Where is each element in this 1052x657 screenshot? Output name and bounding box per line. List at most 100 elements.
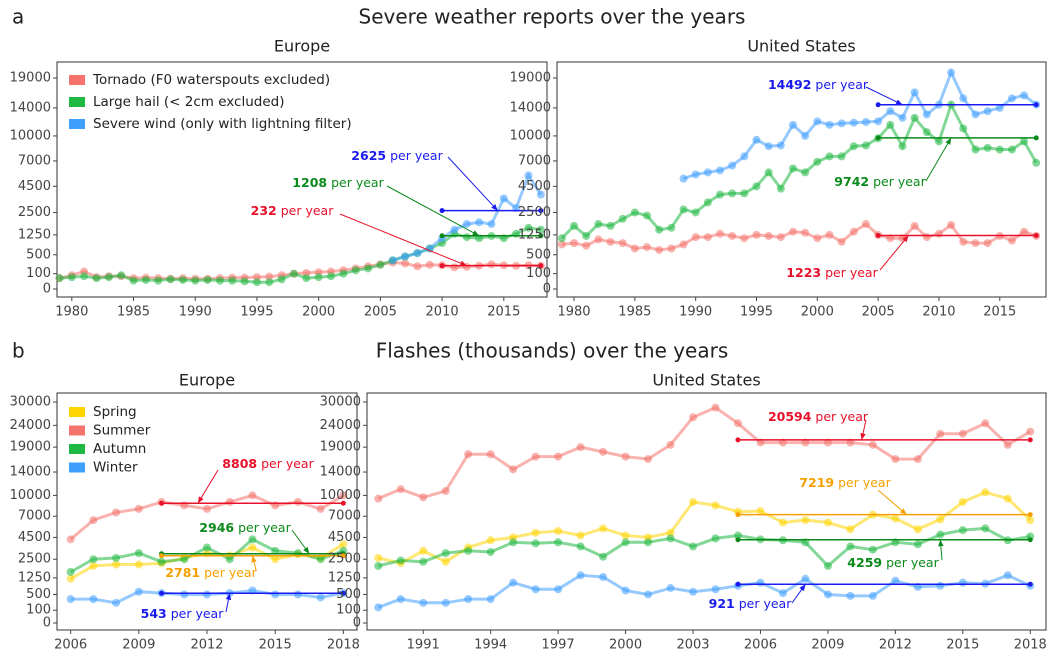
mean-label: 1208 per year xyxy=(292,175,384,190)
y-tick-label: 100 xyxy=(526,266,551,281)
data-point xyxy=(1026,427,1035,436)
y-tick-label: 1250 xyxy=(518,227,551,242)
data-point xyxy=(981,488,990,497)
data-point xyxy=(621,452,630,461)
legend-swatch xyxy=(69,462,85,473)
data-point xyxy=(112,598,121,607)
y-tick-label: 100 xyxy=(336,603,361,618)
y-tick-label: 10000 xyxy=(10,488,51,503)
data-point xyxy=(788,120,797,129)
data-point xyxy=(536,225,545,234)
data-point xyxy=(801,168,810,177)
mean-text: per year xyxy=(825,265,878,280)
mean-label: 2946 per year xyxy=(199,520,291,535)
data-point xyxy=(778,518,787,527)
mean-label: 2781 per year xyxy=(165,565,257,580)
data-point xyxy=(846,525,855,534)
data-point xyxy=(643,211,652,220)
y-tick-label: 19000 xyxy=(510,71,551,86)
data-point xyxy=(450,225,459,234)
data-point xyxy=(689,542,698,551)
mean-label: 8808 per year xyxy=(222,456,314,471)
data-point xyxy=(462,233,471,242)
data-point xyxy=(1003,571,1012,580)
data-point xyxy=(374,603,383,612)
data-point xyxy=(733,419,742,428)
data-point xyxy=(740,152,749,161)
mean-end xyxy=(538,263,544,269)
data-point xyxy=(936,515,945,524)
mean-label: 1223 per year xyxy=(786,265,878,280)
data-point xyxy=(271,546,280,555)
mean-value: 14492 xyxy=(768,77,812,92)
data-point xyxy=(981,524,990,533)
data-point xyxy=(740,234,749,243)
data-point xyxy=(339,269,348,278)
data-point xyxy=(958,578,967,587)
data-point xyxy=(509,465,518,474)
data-point xyxy=(178,275,187,284)
data-point xyxy=(689,497,698,506)
mean-end xyxy=(340,590,346,596)
data-point xyxy=(983,239,992,248)
mean-end xyxy=(439,233,445,239)
data-point xyxy=(191,276,200,285)
data-point xyxy=(66,567,75,576)
data-point xyxy=(316,504,325,513)
data-point xyxy=(958,526,967,535)
data-point xyxy=(983,143,992,152)
data-point xyxy=(936,530,945,539)
data-point xyxy=(849,142,858,151)
data-point xyxy=(891,514,900,523)
data-point xyxy=(486,450,495,459)
data-point xyxy=(667,244,676,253)
mean-end xyxy=(1027,512,1033,518)
data-point xyxy=(1007,94,1016,103)
data-point xyxy=(134,549,143,558)
data-point xyxy=(112,553,121,562)
data-point xyxy=(618,239,627,248)
data-point xyxy=(891,576,900,585)
mean-end xyxy=(735,537,741,543)
data-point xyxy=(995,103,1004,112)
mean-text: per year xyxy=(281,203,334,218)
mean-label: 7219 per year xyxy=(799,475,891,490)
data-point xyxy=(570,239,579,248)
data-point xyxy=(531,585,540,594)
y-tick-label: 1250 xyxy=(18,570,51,585)
x-tick-label: 1990 xyxy=(179,305,212,320)
legend-label: Summer xyxy=(93,423,151,439)
mean-end xyxy=(340,500,346,506)
data-point xyxy=(557,234,566,243)
data-point xyxy=(1003,440,1012,449)
data-point xyxy=(112,508,121,517)
x-tick-label: 2018 xyxy=(1014,638,1047,653)
y-tick-label: 24000 xyxy=(10,418,51,433)
data-point xyxy=(203,275,212,284)
mean-end xyxy=(1027,581,1033,587)
data-point xyxy=(913,540,922,549)
data-point xyxy=(813,117,822,126)
mean-value: 2781 xyxy=(165,565,200,580)
annotation-arrow xyxy=(865,86,903,106)
data-point xyxy=(180,590,189,599)
data-point xyxy=(643,243,652,252)
mean-end xyxy=(159,500,165,506)
data-point xyxy=(89,516,98,525)
data-point xyxy=(464,450,473,459)
data-point xyxy=(667,223,676,232)
data-point xyxy=(594,235,603,244)
data-point xyxy=(825,120,834,129)
arrow-head xyxy=(472,230,480,236)
data-point xyxy=(728,231,737,240)
mean-text: per year xyxy=(815,77,868,92)
mean-text: per year xyxy=(739,596,792,611)
data-point xyxy=(666,528,675,537)
mean-label: 20594 per year xyxy=(768,409,869,424)
y-tick-label: 7000 xyxy=(18,509,51,524)
data-point xyxy=(339,491,348,500)
x-tick-label: 2006 xyxy=(54,638,87,653)
mean-text: per year xyxy=(815,409,868,424)
data-point xyxy=(716,166,724,175)
annotation-arrow xyxy=(339,213,467,267)
